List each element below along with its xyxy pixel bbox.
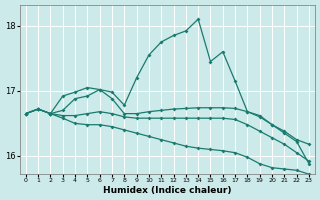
X-axis label: Humidex (Indice chaleur): Humidex (Indice chaleur): [103, 186, 232, 195]
